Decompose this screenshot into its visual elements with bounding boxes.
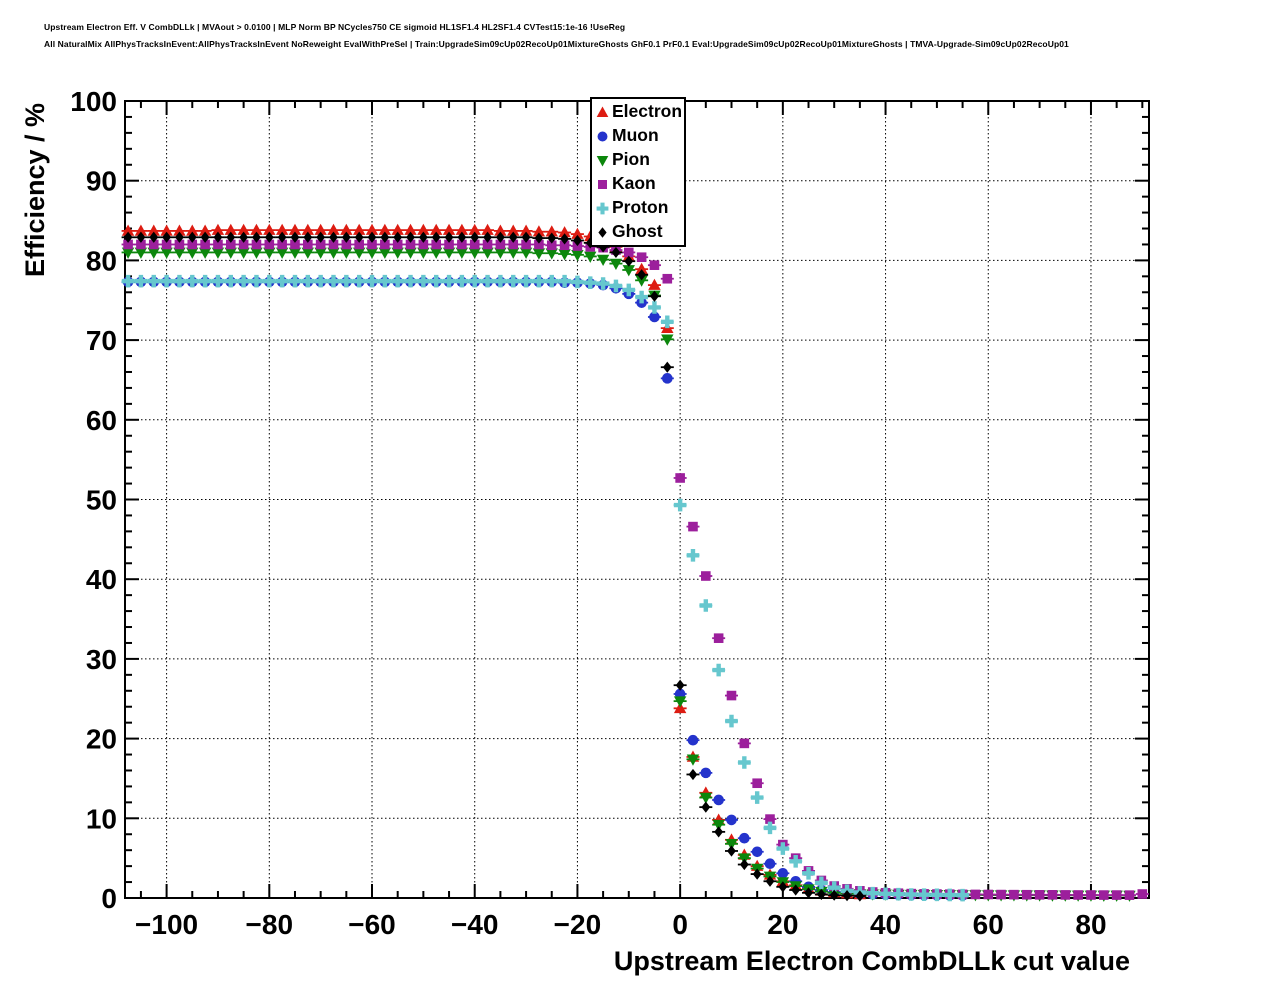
x-tick-label: 0 [672,909,688,940]
x-tick-label: −80 [246,909,294,940]
y-tick-label: 60 [86,405,117,436]
proton-marker-icon [596,202,609,214]
y-tick-label: 10 [86,803,117,834]
legend-label: Proton [612,197,669,218]
y-tick-label: 50 [86,485,117,516]
y-tick-label: 20 [86,724,117,755]
series-muon [121,276,970,901]
y-tick-label: 90 [86,166,117,197]
legend-item-electron: Electron [595,103,684,121]
legend-label: Muon [612,125,659,146]
x-tick-label: −40 [451,909,499,940]
muon-marker-icon [597,131,608,141]
y-axis-title: Efficiency / % [20,103,50,277]
plot-header-line1: Upstream Electron Eff. V CombDLLk | MVAo… [44,22,626,32]
legend-label: Pion [612,149,650,170]
x-tick-label: −100 [135,909,198,940]
x-tick-label: 20 [767,909,798,940]
legend-label: Kaon [612,173,656,194]
tick-labels: −100 −80 −60 −40 −20 0 20 40 60 80 0 10 20 30 40 50 60 70… [70,86,1106,940]
series-pion [121,247,1136,902]
x-tick-label: −20 [554,909,602,940]
y-tick-label: 30 [86,644,117,675]
electron-marker-icon [596,106,609,117]
x-tick-label: 60 [973,909,1004,940]
series-ghost [121,231,867,902]
legend-item-pion: Pion [595,151,684,169]
legend-item-ghost: Ghost [595,223,684,241]
legend-label: Ghost [612,221,663,242]
y-tick-label: 100 [70,86,117,117]
kaon-marker-icon [598,179,607,189]
series-kaon [121,239,1149,900]
y-tick-label: 40 [86,564,117,595]
pion-marker-icon [596,155,609,166]
y-tick-label: 0 [101,883,117,914]
x-tick-label: −60 [348,909,396,940]
y-tick-label: 70 [86,325,117,356]
legend-item-muon: Muon [595,127,684,145]
plot-header-line2: All NaturalMix AllPhysTracksInEvent:AllP… [44,39,1069,49]
series-proton [121,274,970,902]
legend-label: Electron [612,101,683,122]
x-axis-title: Upstream Electron CombDLLk cut value [614,946,1130,976]
x-tick-label: 40 [870,909,901,940]
x-tick-label: 80 [1075,909,1106,940]
legend-item-kaon: Kaon [595,175,684,193]
ghost-marker-icon [598,226,607,238]
legend: Electron Muon Pion Kaon Proton Ghost [590,97,686,247]
legend-item-proton: Proton [595,199,684,217]
y-tick-label: 80 [86,245,117,276]
